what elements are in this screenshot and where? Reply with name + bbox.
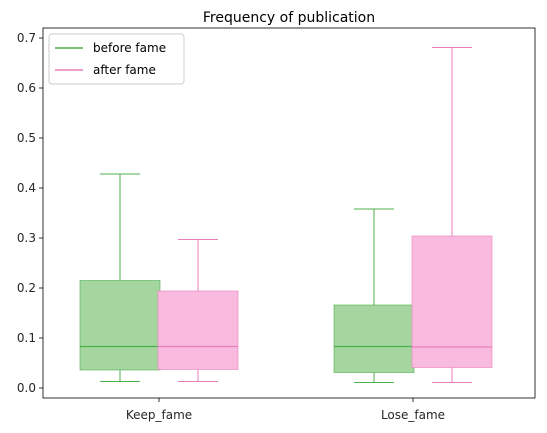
legend-frame — [48, 33, 185, 85]
x-tick-label: Lose_fame — [381, 408, 445, 422]
box-body — [333, 304, 415, 373]
y-tick-label: 0.5 — [17, 131, 36, 145]
box-after-fame — [411, 47, 493, 383]
legend-label-before-fame: before fame — [93, 41, 166, 55]
legend: before fame after fame — [48, 33, 185, 85]
y-tick-label: 0.4 — [17, 181, 36, 195]
y-tick-label: 0.2 — [17, 281, 36, 295]
y-tick-label: 0.6 — [17, 81, 36, 95]
y-tick-label: 0.0 — [17, 381, 36, 395]
box-body — [411, 235, 493, 368]
box-before-fame — [333, 208, 415, 383]
box-body — [79, 280, 161, 371]
box-before-fame — [79, 173, 161, 382]
y-tick-label: 0.3 — [17, 231, 36, 245]
x-tick-label: Keep_fame — [126, 408, 192, 422]
legend-label-after-fame: after fame — [93, 63, 156, 77]
x-axis: Keep_fame Lose_fame — [126, 398, 445, 422]
y-axis: 0.0 0.1 0.2 0.3 0.4 0.5 0.6 0.7 — [17, 31, 43, 395]
chart-title: Frequency of publication — [203, 10, 375, 26]
y-tick-label: 0.1 — [17, 331, 36, 345]
plot-frame — [42, 27, 536, 399]
box-series — [79, 47, 493, 383]
box-body — [157, 290, 239, 370]
y-tick-label: 0.7 — [17, 31, 36, 45]
box-after-fame — [157, 239, 239, 382]
